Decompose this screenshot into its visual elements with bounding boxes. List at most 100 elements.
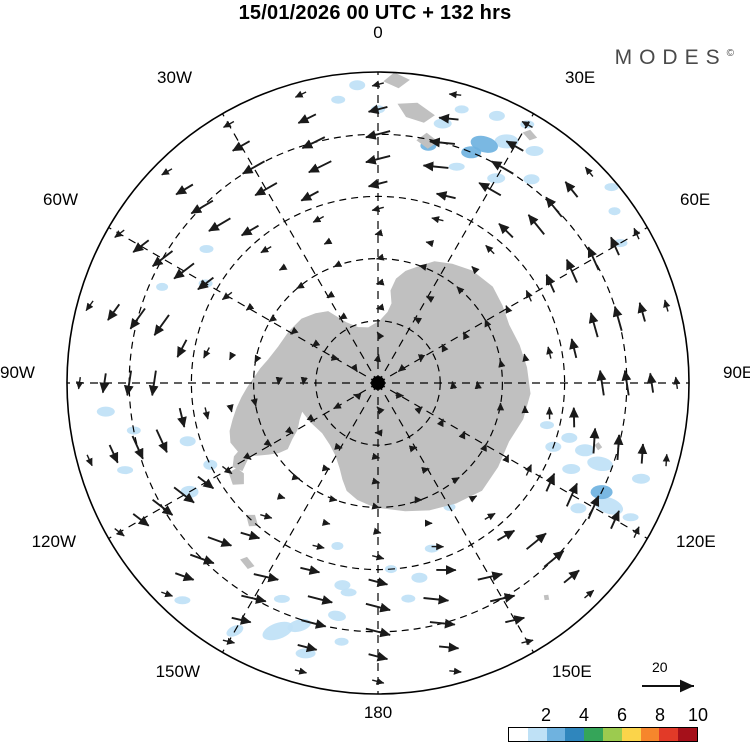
wind-vector (291, 473, 301, 481)
wind-vector (498, 359, 506, 368)
wind-vector (240, 530, 261, 541)
wind-vector (435, 191, 456, 201)
wind-vector (637, 443, 648, 464)
colorbar-tick-10: 10 (687, 705, 709, 725)
wind-vector (278, 263, 288, 271)
wind-vector (330, 353, 340, 361)
wind-vector (498, 223, 514, 239)
colorbar-band-1 (527, 728, 547, 741)
wind-vector (563, 569, 580, 584)
wind-vector (564, 181, 579, 198)
wind-vector (222, 637, 236, 645)
shaded-region (561, 432, 578, 443)
shaded-region (117, 466, 134, 475)
wind-vector (587, 246, 600, 271)
shaded-region (622, 513, 639, 522)
wind-vector (197, 475, 215, 490)
wind-vector (613, 434, 624, 460)
wind-vector (521, 638, 534, 646)
colorbar-tick-6: 6 (616, 705, 628, 725)
wind-vector (250, 398, 258, 407)
longitude-label-60w: 60W (43, 190, 78, 209)
wind-vector (502, 454, 510, 464)
wind-vector (367, 179, 388, 189)
wind-vector (426, 295, 435, 303)
longitude-label-180: 180 (363, 703, 393, 722)
shaded-region (295, 648, 316, 659)
shaded-region (340, 588, 357, 597)
wind-vector (371, 452, 381, 460)
wind-vector (260, 245, 272, 254)
meridian-240 (108, 226, 379, 384)
wind-vector (132, 513, 150, 527)
wind-vector (524, 464, 532, 476)
shaded-region (433, 118, 452, 129)
wind-vector (228, 351, 237, 361)
wind-vector (173, 262, 195, 280)
wind-vector (365, 627, 391, 638)
wind-vector (374, 229, 384, 237)
colorbar-band-5 (602, 728, 622, 741)
longitude-label-30w: 30W (157, 68, 192, 87)
wind-vector (232, 140, 251, 152)
wind-vector (294, 90, 307, 98)
wind-vector (450, 380, 458, 390)
colorbar-band-0 (509, 728, 528, 741)
wind-vector (565, 482, 578, 507)
colorbar-band-9 (678, 728, 697, 741)
colorbar-band-7 (640, 728, 660, 741)
wind-vector (207, 536, 233, 547)
wind-vector (312, 215, 325, 223)
wind-vector (584, 589, 595, 599)
wind-vector (569, 338, 579, 359)
wind-vector (397, 364, 407, 373)
wind-vector (321, 518, 331, 526)
wind-vector (253, 572, 279, 583)
land-feature-9 (543, 594, 550, 601)
wind-vector (365, 130, 391, 140)
wind-vector (308, 160, 332, 174)
shaded-region (540, 421, 554, 430)
wind-vector (208, 217, 231, 232)
shaded-region (262, 621, 294, 641)
colorbar-band-2 (546, 728, 566, 741)
wind-vector (294, 667, 308, 675)
wind-vector (99, 373, 110, 394)
longitude-label-60e: 60E (680, 190, 711, 209)
wind-vector (408, 445, 418, 453)
wind-vector (621, 369, 632, 396)
wind-vector (190, 199, 214, 215)
colorbar-band-3 (565, 728, 585, 741)
longitude-label-90w: 90W (0, 363, 35, 382)
shaded-region (525, 146, 544, 156)
wind-vector (254, 354, 262, 364)
wind-vector (153, 314, 170, 336)
meridian-120 (377, 226, 648, 384)
meridian-330 (221, 382, 379, 653)
wind-vector (296, 281, 305, 290)
wind-vector (352, 393, 362, 401)
wind-vector (300, 190, 319, 202)
wind-vector (132, 239, 150, 253)
map-outer-boundary (66, 71, 690, 695)
wind-vector (148, 370, 159, 397)
wind-vector (521, 120, 533, 129)
land-feature-1 (228, 467, 244, 485)
wind-vector (522, 353, 530, 363)
wind-vector (300, 565, 321, 575)
shaded-region (331, 542, 344, 550)
wind-vector (311, 339, 321, 348)
shaded-region (334, 637, 349, 646)
longitude-label-90e: 90E (723, 363, 750, 382)
wind-vector (323, 237, 333, 245)
wind-vector (85, 300, 94, 312)
meridian-30 (377, 382, 535, 653)
wind-vector (241, 594, 267, 604)
shaded-region (608, 207, 621, 216)
wind-vector (334, 442, 343, 450)
wind-vector (197, 276, 214, 291)
wind-vector (525, 289, 533, 302)
brand-text: MODES (614, 46, 727, 69)
wind-vector (673, 376, 681, 389)
